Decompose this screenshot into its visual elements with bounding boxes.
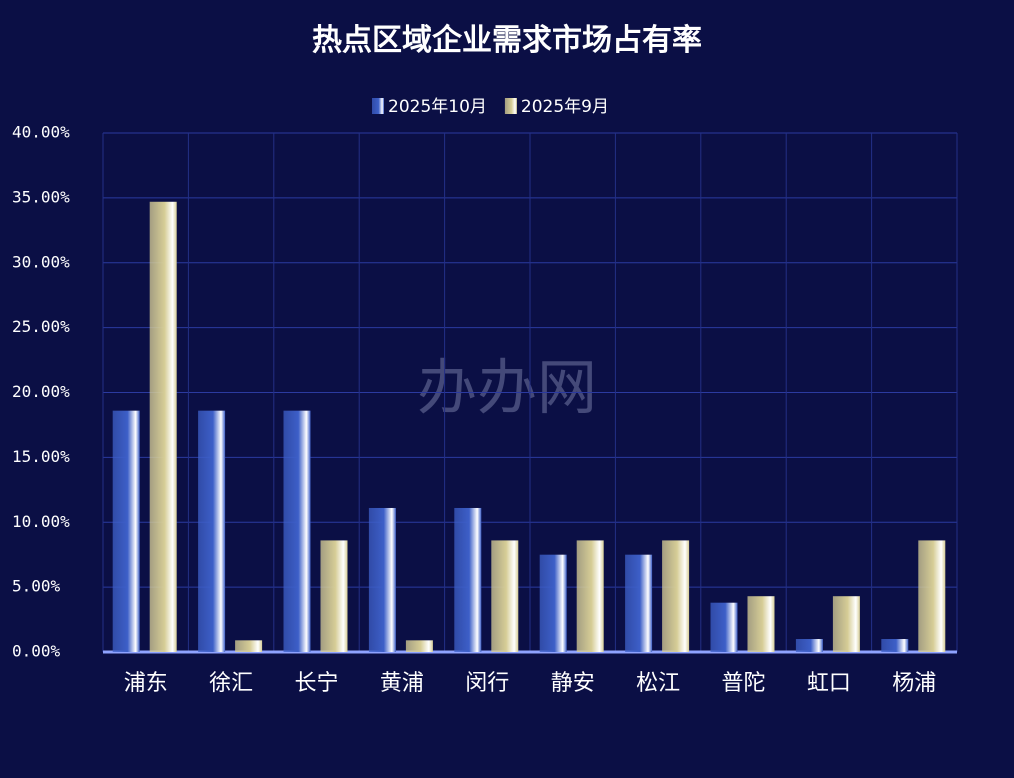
bar: [747, 596, 775, 652]
x-tick-label: 浦东: [124, 671, 168, 696]
legend-label: 2025年9月: [521, 97, 609, 117]
bar: [832, 596, 860, 652]
y-tick-label: 20.00%: [12, 382, 70, 401]
bar: [320, 540, 348, 652]
x-tick-label: 黄浦: [380, 671, 424, 696]
bar: [710, 602, 738, 652]
x-tick-label: 虹口: [807, 671, 851, 696]
bar: [198, 410, 226, 652]
legend-swatch: [504, 98, 517, 114]
bar: [662, 540, 690, 652]
bar: [454, 507, 482, 652]
y-tick-label: 30.00%: [12, 252, 70, 271]
bar: [795, 639, 823, 652]
bar: [918, 540, 946, 652]
x-tick-label: 松江: [636, 671, 680, 696]
bar: [368, 507, 396, 652]
y-tick-label: 40.00%: [12, 123, 70, 142]
bar: [149, 201, 177, 652]
x-tick-label: 静安: [551, 671, 595, 696]
bar: [625, 554, 653, 652]
chart-title: 热点区域企业需求市场占有率: [312, 23, 702, 58]
bar: [539, 554, 567, 652]
x-tick-label: 徐汇: [209, 671, 253, 696]
bar: [235, 640, 263, 652]
bar: [283, 410, 311, 652]
x-tick-label: 杨浦: [892, 671, 936, 696]
y-tick-label: 10.00%: [12, 512, 70, 531]
bar: [576, 540, 604, 652]
y-tick-label: 35.00%: [12, 187, 70, 206]
y-tick-label: 25.00%: [12, 317, 70, 336]
watermark: 办办网: [417, 354, 597, 424]
y-tick-label: 15.00%: [12, 447, 70, 466]
x-tick-label: 长宁: [294, 671, 338, 696]
x-tick-label: 闵行: [465, 671, 509, 696]
bar: [405, 640, 433, 652]
bar: [491, 540, 519, 652]
bar: [881, 639, 909, 652]
y-tick-label: 5.00%: [12, 577, 61, 596]
x-tick-label: 普陀: [721, 671, 765, 696]
legend-label: 2025年10月: [388, 97, 487, 117]
bar: [112, 410, 140, 652]
y-tick-label: 0.00%: [12, 642, 61, 661]
legend-swatch: [372, 98, 384, 114]
